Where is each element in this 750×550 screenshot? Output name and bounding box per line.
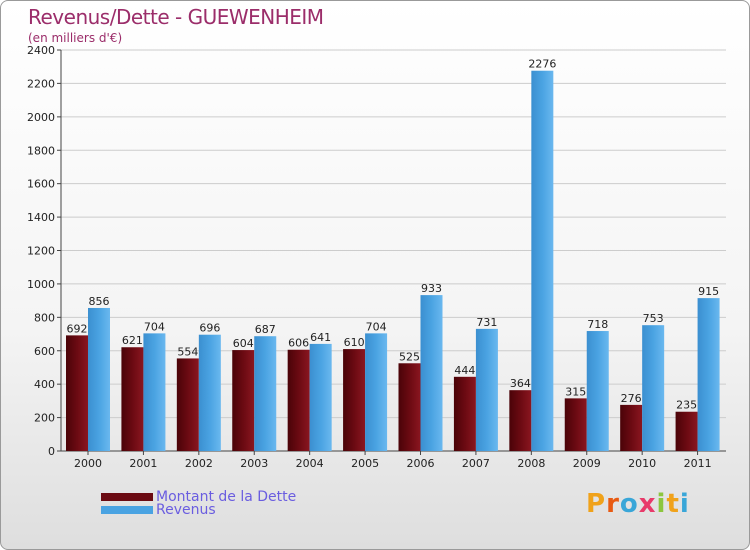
x-tick-label-2005: 2005 — [351, 457, 379, 470]
data-label-revenus-2010: 753 — [643, 312, 664, 325]
legend-label-revenus: Revenus — [156, 502, 216, 518]
bar-revenus-2005 — [365, 333, 388, 451]
logo-letter-1: r — [606, 489, 620, 519]
bar-dette-2005 — [343, 349, 366, 451]
x-tick-label-2009: 2009 — [573, 457, 601, 470]
data-label-revenus-2008: 2276 — [528, 58, 556, 71]
data-label-revenus-2003: 687 — [255, 323, 276, 336]
x-tick-label-2000: 2000 — [74, 457, 102, 470]
data-label-dette-2009: 315 — [565, 385, 586, 398]
legend-item-dette: Montant de la Dette — [101, 489, 296, 505]
data-label-revenus-2006: 933 — [421, 282, 442, 295]
x-tick-label-2004: 2004 — [296, 457, 324, 470]
logo-letter-5: t — [666, 489, 680, 519]
bar-dette-2008 — [509, 390, 532, 451]
y-tick-label-200: 200 — [34, 412, 55, 425]
bar-dette-2002 — [176, 358, 199, 451]
data-label-dette-2002: 554 — [177, 345, 198, 358]
y-tick-label-2400: 2400 — [27, 44, 55, 57]
proxiti-logo: Proxiti — [586, 489, 690, 519]
data-label-dette-2011: 235 — [676, 399, 697, 412]
data-label-dette-2008: 364 — [510, 377, 531, 390]
x-tick-label-2007: 2007 — [462, 457, 490, 470]
y-tick-label-1200: 1200 — [27, 245, 55, 258]
x-tick-label-2003: 2003 — [240, 457, 268, 470]
bar-revenus-2011 — [697, 298, 720, 451]
bar-revenus-2007 — [475, 328, 498, 451]
bar-revenus-2001 — [143, 333, 166, 451]
legend-swatch-revenus — [101, 506, 153, 514]
data-label-revenus-2002: 696 — [199, 322, 220, 335]
bar-revenus-2004 — [309, 343, 332, 451]
bar-dette-2009 — [564, 398, 587, 451]
data-label-dette-2010: 276 — [621, 392, 642, 405]
x-tick-label-2006: 2006 — [407, 457, 435, 470]
bar-dette-2011 — [675, 411, 698, 451]
legend-swatch-dette — [101, 493, 153, 501]
bar-dette-2010 — [620, 404, 643, 451]
data-label-revenus-2005: 704 — [366, 320, 387, 333]
chart-title: Revenus/Dette - GUEWENHEIM — [28, 5, 324, 29]
bar-revenus-2002 — [198, 334, 221, 451]
y-tick-label-1600: 1600 — [27, 178, 55, 191]
x-tick-label-2010: 2010 — [628, 457, 656, 470]
bar-dette-2006 — [398, 363, 421, 451]
data-label-dette-2005: 610 — [344, 336, 365, 349]
x-tick-label-2011: 2011 — [684, 457, 712, 470]
bar-revenus-2003 — [254, 336, 277, 451]
bar-revenus-2008 — [531, 70, 554, 452]
y-tick-label-800: 800 — [34, 311, 55, 324]
bar-dette-2003 — [232, 350, 255, 451]
y-tick-label-0: 0 — [48, 445, 55, 458]
logo-letter-6: i — [679, 489, 690, 519]
x-tick-label-2008: 2008 — [517, 457, 545, 470]
data-label-dette-2006: 525 — [399, 350, 420, 363]
bar-dette-2004 — [287, 349, 310, 451]
bar-revenus-2010 — [642, 325, 665, 451]
logo-letter-0: P — [586, 489, 607, 519]
chart-subtitle: (en milliers d'€) — [28, 31, 123, 45]
logo-letter-4: i — [656, 489, 667, 519]
logo-letter-3: x — [638, 489, 657, 519]
data-label-dette-2003: 604 — [233, 337, 254, 350]
bar-dette-2001 — [121, 347, 144, 451]
data-label-revenus-2004: 641 — [310, 331, 331, 344]
y-tick-label-2200: 2200 — [27, 77, 55, 90]
y-tick-label-2000: 2000 — [27, 111, 55, 124]
y-tick-label-1000: 1000 — [27, 278, 55, 291]
data-label-revenus-2007: 731 — [476, 316, 497, 329]
logo-letter-2: o — [619, 489, 639, 519]
legend-item-revenus: Revenus — [101, 502, 216, 518]
data-label-revenus-2001: 704 — [144, 320, 165, 333]
x-tick-label-2001: 2001 — [129, 457, 157, 470]
data-label-revenus-2000: 856 — [89, 295, 110, 308]
bar-revenus-2000 — [88, 307, 110, 451]
data-label-revenus-2009: 718 — [587, 318, 608, 331]
legend-label-dette: Montant de la Dette — [156, 489, 297, 505]
x-tick-label-2002: 2002 — [185, 457, 213, 470]
y-tick-label-400: 400 — [34, 378, 55, 391]
data-label-dette-2007: 444 — [454, 364, 475, 377]
bar-revenus-2009 — [586, 331, 609, 451]
data-label-dette-2000: 692 — [67, 322, 88, 335]
bar-revenus-2006 — [420, 295, 443, 451]
data-label-dette-2004: 606 — [288, 337, 309, 350]
y-tick-label-1400: 1400 — [27, 211, 55, 224]
y-tick-label-600: 600 — [34, 345, 55, 358]
bar-dette-2000 — [66, 335, 88, 451]
data-label-revenus-2011: 915 — [698, 285, 719, 298]
y-tick-label-1800: 1800 — [27, 144, 55, 157]
data-label-dette-2001: 621 — [122, 334, 143, 347]
bar-dette-2007 — [453, 376, 476, 451]
